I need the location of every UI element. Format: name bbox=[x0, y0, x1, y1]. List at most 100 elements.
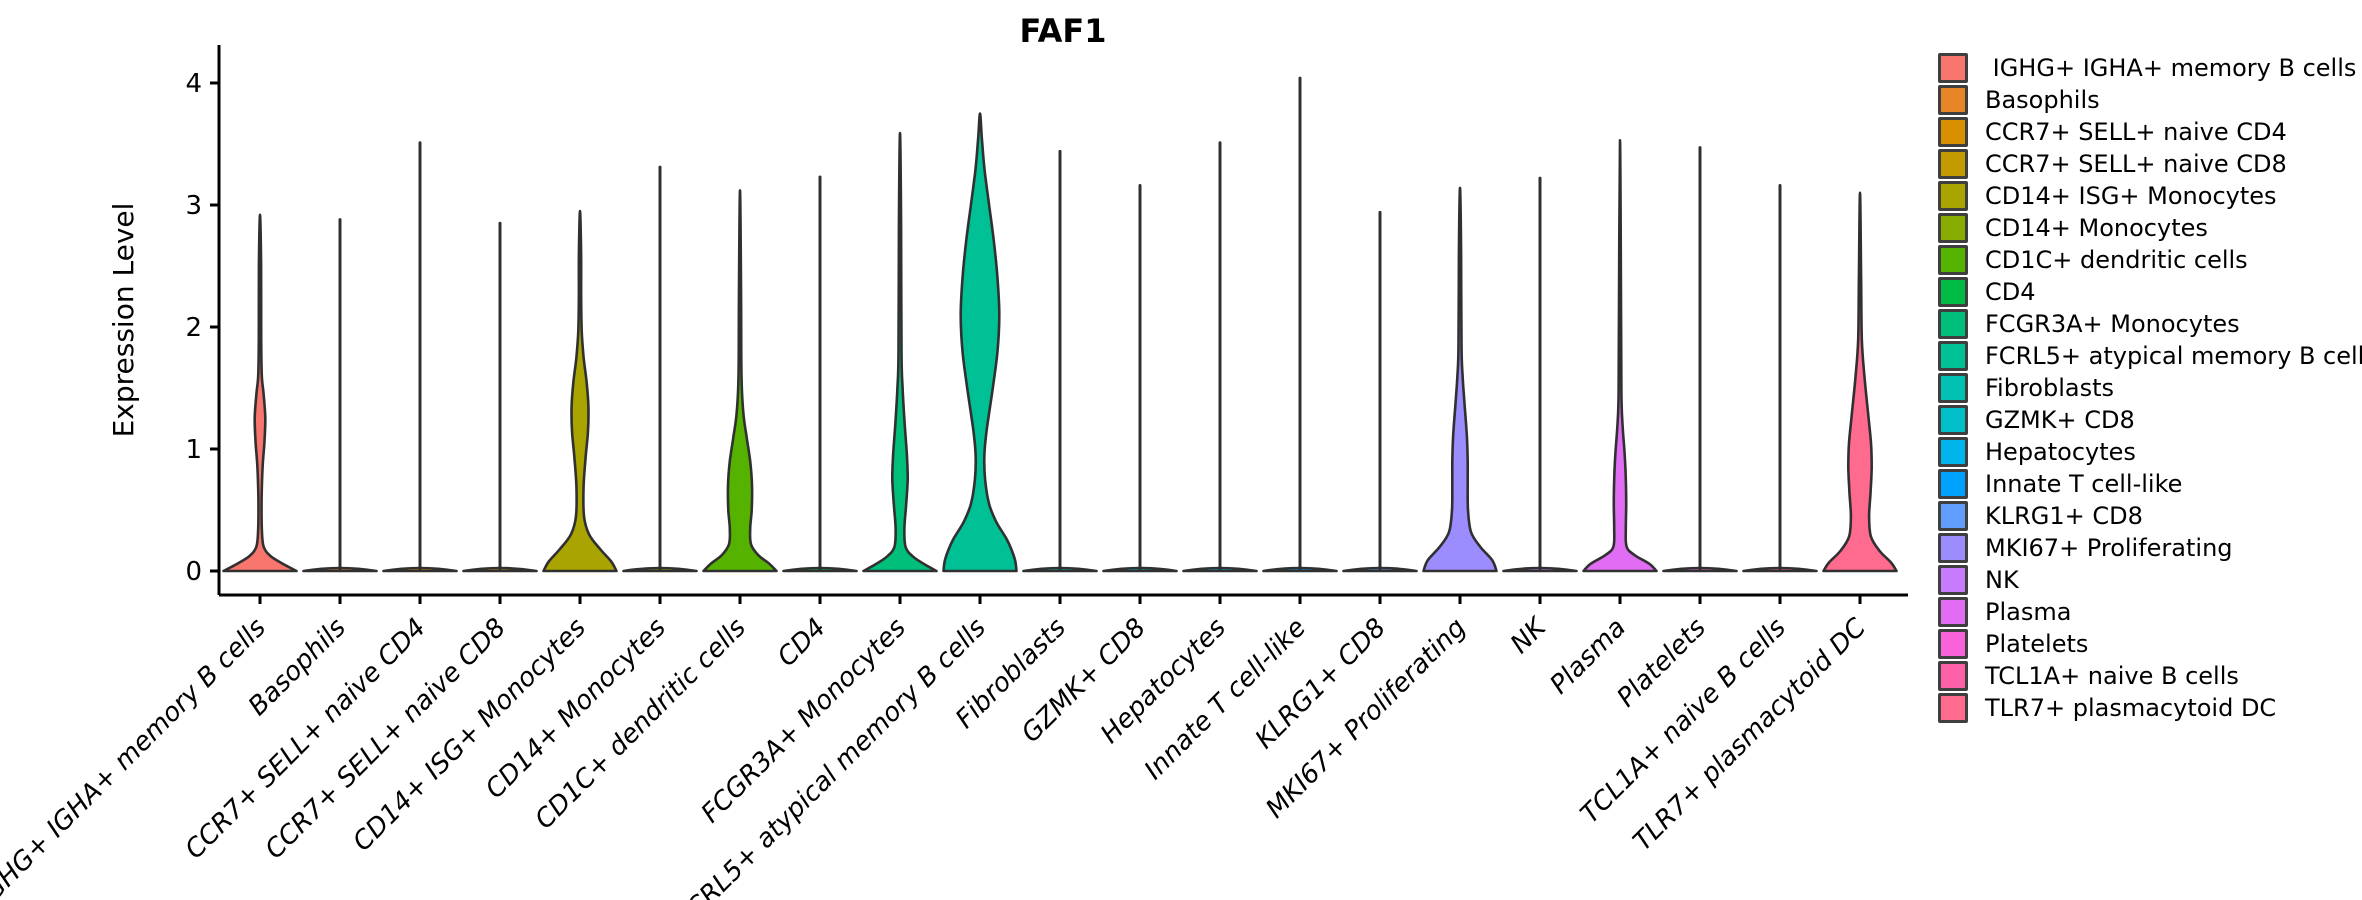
legend-swatch bbox=[1938, 53, 1968, 83]
legend-label: CD14+ ISG+ Monocytes bbox=[1985, 182, 2277, 210]
chart-title: FAF1 bbox=[1019, 12, 1106, 50]
violin-body bbox=[942, 112, 1018, 573]
legend-swatch bbox=[1938, 661, 1968, 691]
legend-item: CD4 bbox=[1938, 276, 2362, 308]
legend-label: CCR7+ SELL+ naive CD8 bbox=[1985, 150, 2287, 178]
violin-basophils bbox=[302, 218, 378, 573]
x-tick-label: IGHG+ IGHA+ memory B cells bbox=[0, 613, 272, 900]
violin-series bbox=[222, 76, 1898, 573]
legend-item: KLRG1+ CD8 bbox=[1938, 500, 2362, 532]
legend-label: FCRL5+ atypical memory B cells bbox=[1985, 342, 2362, 370]
x-tick-label: CD4 bbox=[772, 613, 832, 673]
violin-ighg-igha-memory-b-cells bbox=[222, 213, 298, 573]
x-tick-label: NK bbox=[1505, 611, 1553, 659]
violin-body bbox=[702, 189, 778, 573]
legend: IGHG+ IGHA+ memory B cells Basophils CCR7+… bbox=[1938, 52, 2362, 724]
violin-fcgr3a-monocytes bbox=[862, 131, 938, 573]
violin-body bbox=[542, 209, 618, 573]
legend-item: Platelets bbox=[1938, 628, 2362, 660]
legend-item: GZMK+ CD8 bbox=[1938, 404, 2362, 436]
legend-swatch bbox=[1938, 565, 1968, 595]
violin-ccr7-sell-naive-cd8 bbox=[462, 221, 538, 573]
legend-swatch bbox=[1938, 437, 1968, 467]
x-axis bbox=[219, 593, 1908, 604]
legend-swatch bbox=[1938, 405, 1968, 435]
violin-mki67-proliferating bbox=[1422, 186, 1498, 573]
violin-cd14-monocytes bbox=[622, 165, 698, 573]
legend-item: CD1C+ dendritic cells bbox=[1938, 244, 2362, 276]
legend-item: NK bbox=[1938, 564, 2362, 596]
legend-label: FCGR3A+ Monocytes bbox=[1985, 310, 2240, 338]
violin-hepatocytes bbox=[1182, 141, 1258, 573]
y-tick-label: 2 bbox=[185, 313, 202, 343]
x-axis-tick-labels: IGHG+ IGHA+ memory B cellsBasophilsCCR7+… bbox=[0, 611, 1873, 900]
violin-platelets bbox=[1662, 146, 1738, 573]
legend-swatch bbox=[1938, 629, 1968, 659]
legend-item: TCL1A+ naive B cells bbox=[1938, 660, 2362, 692]
violin-cd1c-dendritic-cells bbox=[702, 189, 778, 573]
legend-swatch bbox=[1938, 469, 1968, 499]
legend-item: CD14+ ISG+ Monocytes bbox=[1938, 180, 2362, 212]
violin-cd14-isg-monocytes bbox=[542, 209, 618, 573]
legend-swatch bbox=[1938, 85, 1968, 115]
legend-label: KLRG1+ CD8 bbox=[1985, 502, 2143, 530]
legend-swatch bbox=[1938, 181, 1968, 211]
violin-innate-t-cell-like bbox=[1262, 76, 1338, 573]
violin-gzmk-cd8 bbox=[1102, 183, 1178, 573]
legend-item: FCGR3A+ Monocytes bbox=[1938, 308, 2362, 340]
violin-body bbox=[222, 213, 298, 573]
violin-body bbox=[862, 131, 938, 573]
legend-item: IGHG+ IGHA+ memory B cells bbox=[1938, 52, 2362, 84]
legend-swatch bbox=[1938, 277, 1968, 307]
violin-tcl1a-naive-b-cells bbox=[1742, 183, 1818, 573]
violin-body bbox=[1822, 191, 1898, 573]
violin-body bbox=[1582, 139, 1658, 573]
legend-label: TCL1A+ naive B cells bbox=[1985, 662, 2239, 690]
y-tick-label: 0 bbox=[185, 557, 202, 587]
y-tick-label: 3 bbox=[185, 191, 202, 221]
legend-swatch bbox=[1938, 341, 1968, 371]
legend-swatch bbox=[1938, 309, 1968, 339]
violin-fibroblasts bbox=[1022, 149, 1098, 573]
y-tick-label: 1 bbox=[185, 435, 202, 465]
legend-item: Plasma bbox=[1938, 596, 2362, 628]
legend-swatch bbox=[1938, 501, 1968, 531]
legend-item: CCR7+ SELL+ naive CD4 bbox=[1938, 116, 2362, 148]
violin-fcrl5-atypical-memory-b-cells bbox=[942, 112, 1018, 573]
y-tick-label: 4 bbox=[185, 69, 202, 99]
violin-klrg1-cd8 bbox=[1342, 210, 1418, 573]
legend-item: Basophils bbox=[1938, 84, 2362, 116]
legend-label: MKI67+ Proliferating bbox=[1985, 534, 2233, 562]
legend-swatch bbox=[1938, 597, 1968, 627]
legend-label: Plasma bbox=[1985, 598, 2072, 626]
legend-swatch bbox=[1938, 533, 1968, 563]
legend-label: Platelets bbox=[1985, 630, 2089, 658]
legend-swatch bbox=[1938, 117, 1968, 147]
legend-label: Innate T cell-like bbox=[1985, 470, 2183, 498]
legend-swatch bbox=[1938, 213, 1968, 243]
legend-label: Hepatocytes bbox=[1985, 438, 2136, 466]
legend-label: TLR7+ plasmacytoid DC bbox=[1985, 694, 2277, 722]
legend-item: Hepatocytes bbox=[1938, 436, 2362, 468]
legend-item: CD14+ Monocytes bbox=[1938, 212, 2362, 244]
violin-ccr7-sell-naive-cd4 bbox=[382, 141, 458, 573]
legend-item: TLR7+ plasmacytoid DC bbox=[1938, 692, 2362, 724]
legend-label: Basophils bbox=[1985, 86, 2100, 114]
legend-label: IGHG+ IGHA+ memory B cells bbox=[1985, 54, 2357, 82]
legend-label: Fibroblasts bbox=[1985, 374, 2115, 402]
legend-swatch bbox=[1938, 149, 1968, 179]
violin-body bbox=[1422, 186, 1498, 573]
legend-item: Innate T cell-like bbox=[1938, 468, 2362, 500]
legend-label: CD14+ Monocytes bbox=[1985, 214, 2208, 242]
legend-label: CD1C+ dendritic cells bbox=[1985, 246, 2248, 274]
legend-label: CD4 bbox=[1985, 278, 2036, 306]
legend-label: CCR7+ SELL+ naive CD4 bbox=[1985, 118, 2287, 146]
violin-cd4 bbox=[782, 175, 858, 573]
legend-swatch bbox=[1938, 373, 1968, 403]
legend-swatch bbox=[1938, 245, 1968, 275]
violin-tlr7-plasmacytoid-dc bbox=[1822, 191, 1898, 573]
legend-item: MKI67+ Proliferating bbox=[1938, 532, 2362, 564]
legend-item: CCR7+ SELL+ naive CD8 bbox=[1938, 148, 2362, 180]
legend-item: FCRL5+ atypical memory B cells bbox=[1938, 340, 2362, 372]
